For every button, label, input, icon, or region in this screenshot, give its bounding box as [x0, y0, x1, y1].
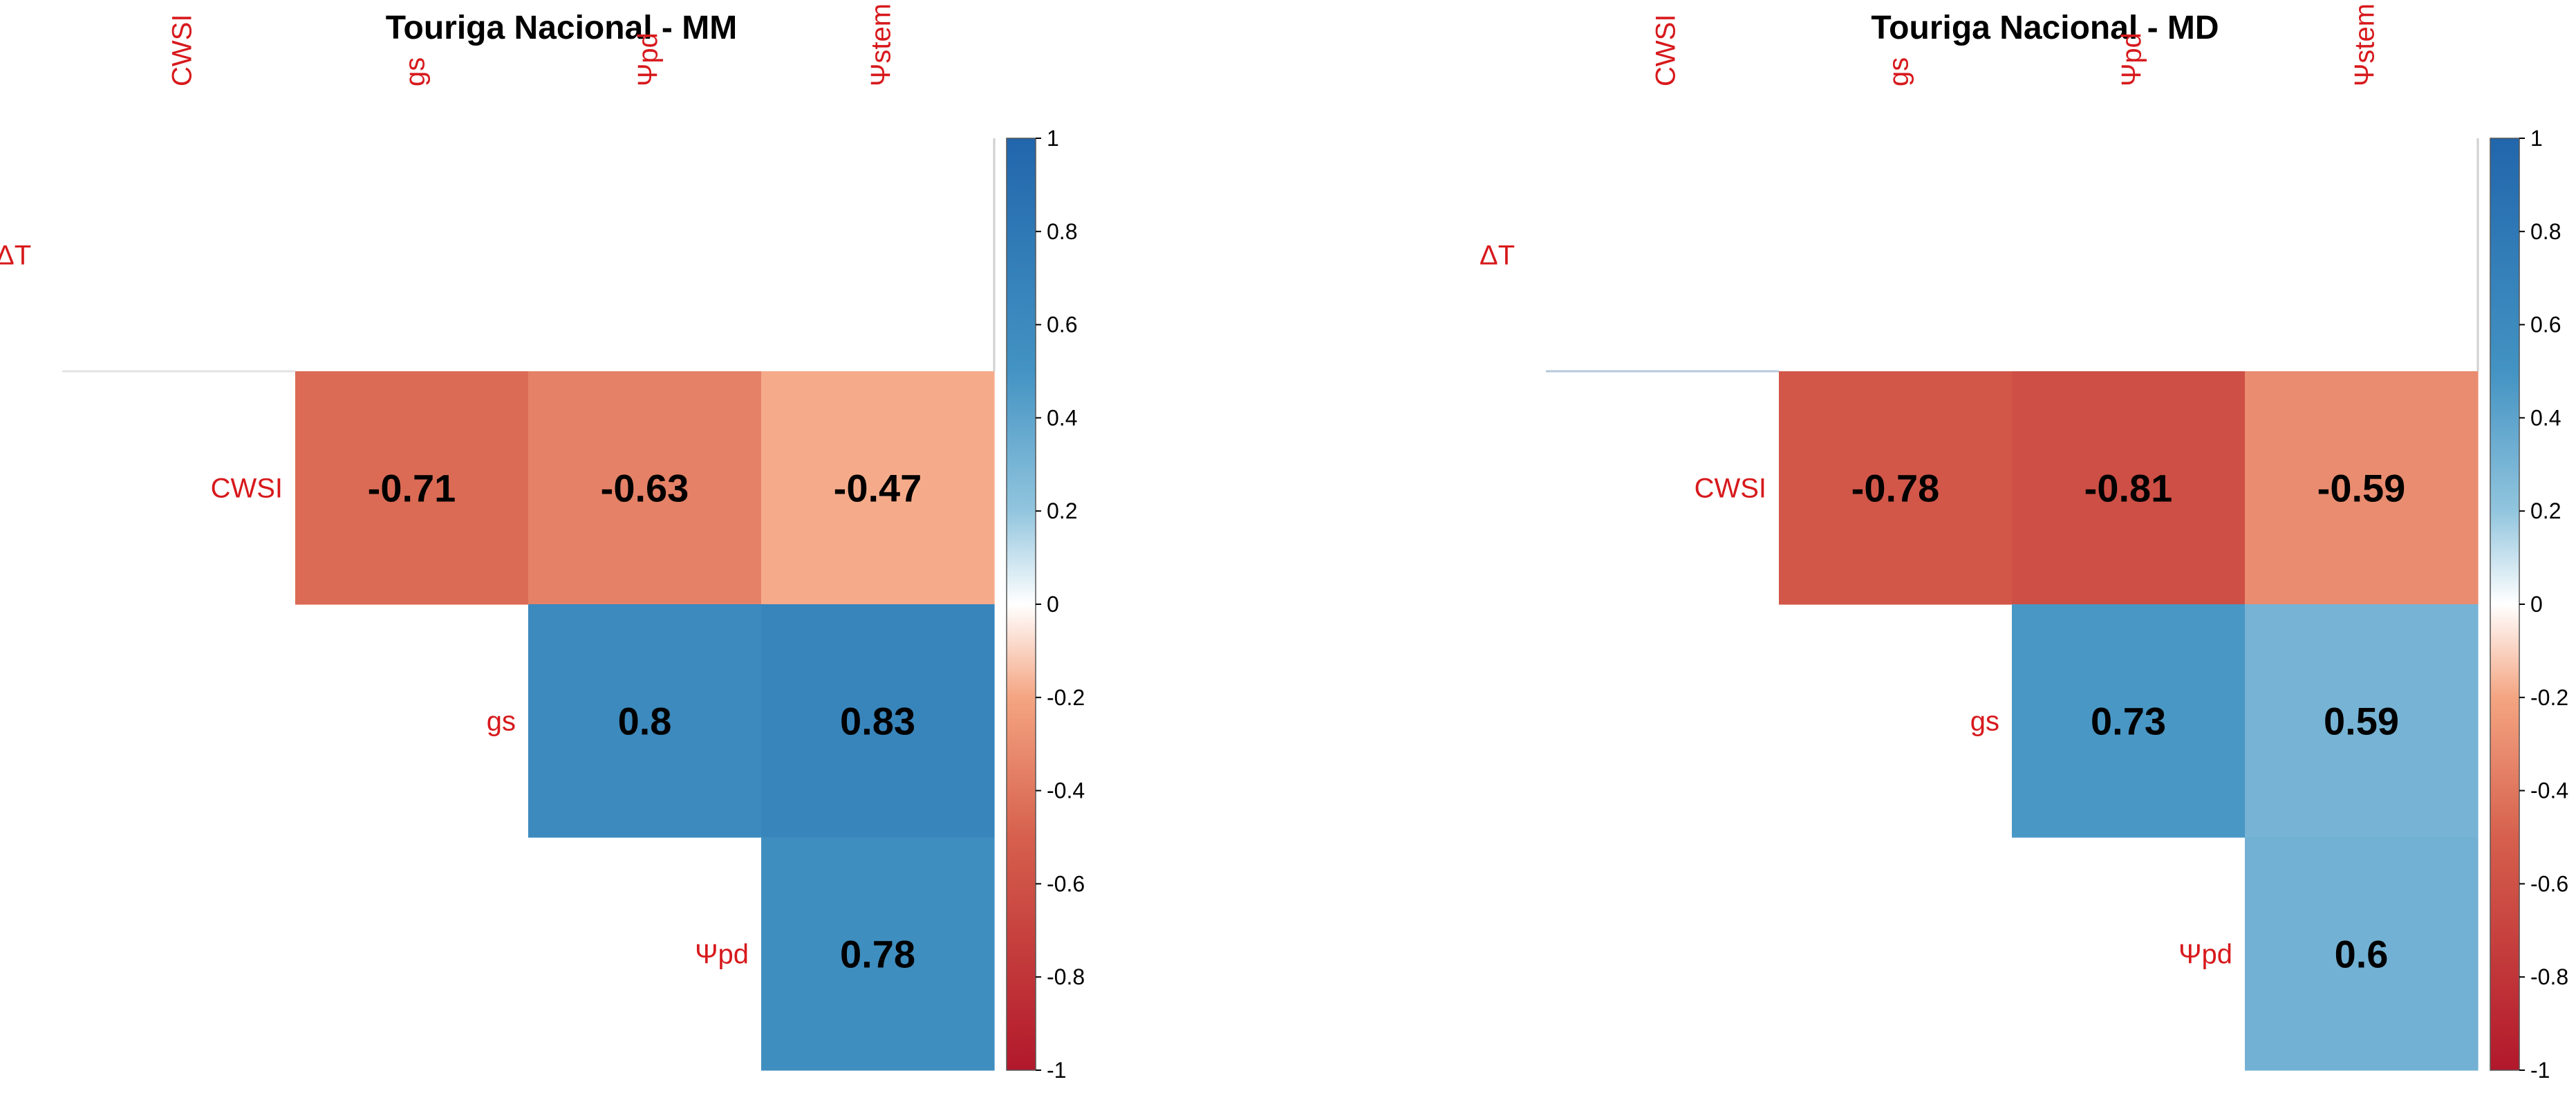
cell-value-label: 0.59: [2324, 700, 2399, 743]
cell-value-label: -0.78: [1851, 467, 1940, 510]
chart-title: Touriga Nacional - MM: [386, 10, 737, 46]
row-label: gs: [1970, 707, 1999, 737]
colorbar-tick-label: -0.6: [2530, 871, 2568, 896]
colorbar-tick-label: 0: [1047, 592, 1059, 617]
cell-value-label: -0.59: [2317, 467, 2406, 510]
row-label: Ψpd: [695, 940, 749, 970]
cell-value-label: -0.63: [601, 467, 689, 510]
heatmap-cell: [528, 604, 762, 838]
colorbar-tick-label: 0.6: [1047, 312, 1077, 337]
colorbar-tick-label: -0.4: [1047, 778, 1085, 803]
heatmap-cell: [2012, 604, 2246, 838]
row-label: CWSI: [1695, 474, 1766, 504]
cell-value-label: 0.83: [840, 700, 915, 743]
column-label: CWSI: [167, 15, 198, 86]
panel-touriga-mm: Touriga Nacional - MM CWSI gs Ψpd Ψstem ΔT CWS…: [0, 3, 1085, 1083]
colorbar-tick-label: 0.8: [1047, 219, 1077, 244]
cell-value-label: -0.81: [2084, 467, 2173, 510]
colorbar-tick-label: -0.2: [1047, 685, 1085, 710]
colorbar-tick-label: -0.8: [2530, 964, 2568, 989]
column-label: Ψstem: [866, 3, 897, 86]
cell-value-label: 0.78: [840, 933, 915, 976]
colorbar-tick-label: 0.4: [1047, 405, 1077, 430]
colorbar-tick-label: 0.8: [2530, 219, 2561, 244]
row-label: CWSI: [211, 474, 283, 504]
cell-value-label: 0.73: [2091, 700, 2166, 743]
heatmap-cell: [761, 371, 995, 605]
heatmap-cell: [1779, 371, 2013, 605]
row-label: ΔT: [1480, 241, 1515, 271]
cell-value-label: 0.6: [2335, 933, 2389, 976]
colorbar-tick-label: 0.2: [2530, 498, 2561, 523]
colorbar-tick-label: 0.4: [2530, 405, 2561, 430]
row-label: ΔT: [0, 241, 31, 271]
cell-value-label: -0.71: [368, 467, 456, 510]
cell-value-label: -0.47: [834, 467, 922, 510]
column-label: CWSI: [1651, 15, 1681, 86]
colorbar-tick-label: 0.6: [2530, 312, 2561, 337]
heatmap-cell: [528, 371, 762, 605]
colorbar-tick-label: -0.6: [1047, 871, 1085, 896]
colorbar-tick-label: -0.2: [2530, 685, 2568, 710]
heatmap-cell: [761, 837, 995, 1071]
column-label: Ψpd: [2117, 32, 2147, 86]
heatmap-cell: [2245, 837, 2479, 1071]
colorbar: [1006, 138, 1036, 1071]
heatmap-cell: [2245, 371, 2479, 605]
colorbar-tick-label: -0.4: [2530, 778, 2568, 803]
column-label: Ψstem: [2350, 3, 2380, 86]
heatmap-cell: [295, 371, 529, 605]
colorbar-tick-label: -1: [2530, 1058, 2550, 1083]
column-label: Ψpd: [633, 32, 664, 86]
row-label: gs: [487, 707, 516, 737]
colorbar-tick-label: -1: [1047, 1058, 1066, 1083]
colorbar-tick-label: -0.8: [1047, 964, 1085, 989]
colorbar-tick-label: 0.2: [1047, 498, 1077, 523]
colorbar-tick-label: 0: [2530, 592, 2543, 617]
panel-touriga-md: Touriga Nacional - MD CWSI gs Ψpd Ψstem ΔT CWS…: [1480, 3, 2568, 1083]
colorbar-tick-label: 1: [2530, 126, 2543, 151]
column-label: gs: [1884, 57, 1914, 86]
row-label: Ψpd: [2178, 940, 2232, 970]
heatmap-cell: [2245, 604, 2479, 838]
colorbar: [2490, 138, 2520, 1071]
chart-title: Touriga Nacional - MD: [1871, 10, 2219, 46]
cell-value-label: 0.8: [618, 700, 672, 743]
column-label: gs: [400, 57, 431, 86]
heatmap-cell: [2012, 371, 2246, 605]
heatmap-cell: [761, 604, 995, 838]
colorbar-tick-label: 1: [1047, 126, 1059, 151]
